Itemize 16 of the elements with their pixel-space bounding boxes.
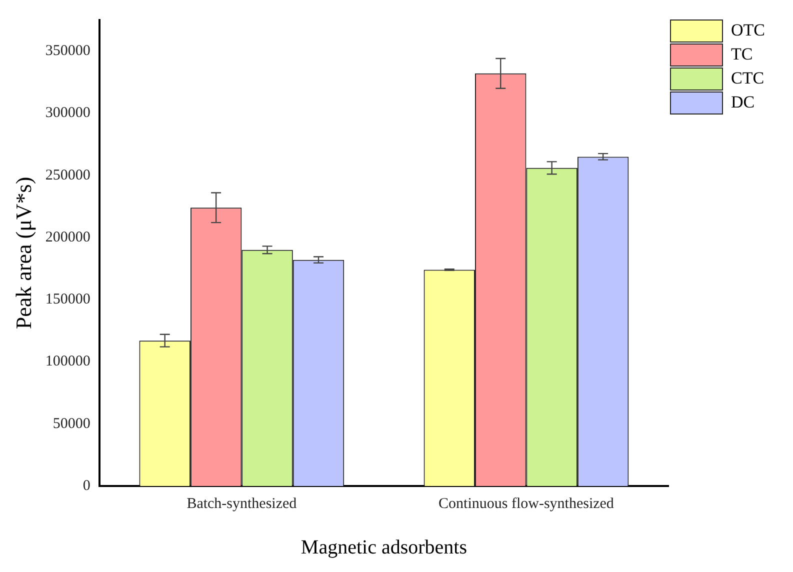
y-tick-label: 150000 <box>45 292 90 308</box>
x-axis-title: Magnetic adsorbents <box>300 536 468 558</box>
y-tick-label: 200000 <box>45 229 90 246</box>
y-axis-title: Peak area (μV*s) <box>10 176 36 330</box>
x-tick-label: Batch-synthesized <box>186 496 298 512</box>
y-tick-label: 50000 <box>52 416 90 432</box>
legend-label: DC <box>731 92 755 112</box>
y-tick-label: 250000 <box>45 167 90 184</box>
legend-label: CTC <box>731 68 764 88</box>
x-tick-label: Continuous flow-synthesized <box>438 496 614 512</box>
y-tick-label: 300000 <box>45 105 90 122</box>
y-tick-label: 350000 <box>45 43 90 60</box>
y-tick-label: 100000 <box>45 354 90 370</box>
legend-label: OTC <box>731 20 765 40</box>
legend-label: TC <box>731 44 753 64</box>
y-tick-label: 0 <box>82 478 90 494</box>
